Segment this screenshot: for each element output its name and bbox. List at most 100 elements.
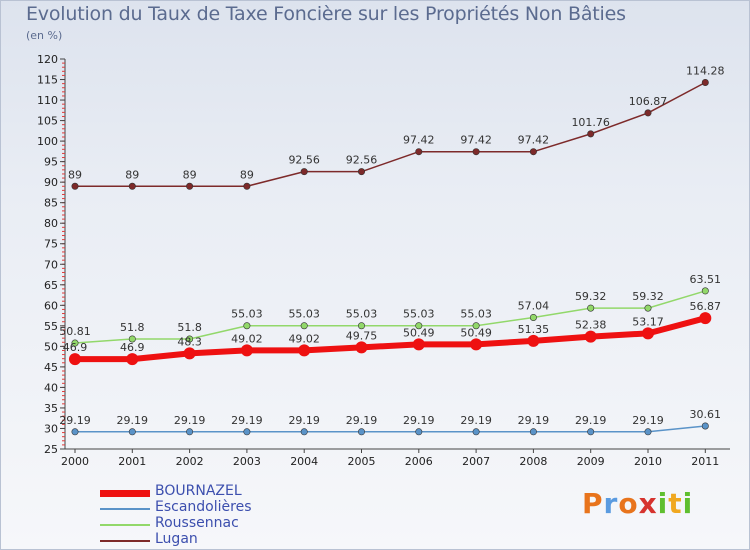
data-labels: 46.9 46.9 48.3 49.02 49.02 49.75 50.49 50.49 51.…	[59, 64, 724, 426]
legend-item-roussennac: Roussennac	[100, 515, 360, 533]
data-label-roussennac: 50.81	[59, 325, 91, 338]
unit-label: (en %)	[26, 29, 63, 42]
data-label-roussennac: 55.03	[460, 308, 492, 321]
data-point-lugan	[701, 78, 709, 86]
y-tick-label: 80	[44, 217, 58, 230]
data-point-lugan	[128, 182, 136, 190]
data-label-lugan: 89	[240, 168, 254, 181]
data-label-bournazel: 56.87	[690, 300, 722, 313]
data-label-bournazel: 51.35	[518, 323, 550, 336]
data-point-lugan	[357, 168, 365, 176]
data-point-bournazel	[355, 341, 368, 354]
data-label-lugan: 97.42	[403, 134, 435, 147]
data-point-escandoli-res	[243, 428, 251, 436]
data-point-lugan	[186, 182, 194, 190]
legend-swatch	[100, 540, 150, 542]
data-label-roussennac: 59.32	[632, 290, 664, 303]
y-tick-label: 90	[44, 176, 58, 189]
x-tick-label: 2004	[290, 455, 318, 468]
data-point-bournazel	[584, 330, 597, 343]
y-tick-label: 100	[37, 135, 58, 148]
logo-letter: t	[668, 487, 683, 520]
data-label-escandoli-res: 29.19	[346, 414, 378, 427]
data-label-lugan: 97.42	[460, 134, 492, 147]
data-point-roussennac	[186, 335, 194, 343]
data-point-bournazel	[699, 312, 712, 325]
data-point-lugan	[587, 130, 595, 138]
data-point-escandoli-res	[128, 428, 136, 436]
data-point-lugan	[472, 148, 480, 156]
data-point-bournazel	[527, 334, 540, 347]
y-tick-label: 40	[44, 381, 58, 394]
x-tick-label: 2008	[519, 455, 547, 468]
data-label-lugan: 97.42	[518, 134, 550, 147]
data-label-lugan: 92.56	[346, 154, 378, 167]
data-point-escandoli-res	[529, 428, 537, 436]
data-point-roussennac	[472, 322, 480, 330]
series-lines	[69, 78, 712, 436]
legend-swatch	[100, 489, 150, 497]
data-label-escandoli-res: 29.19	[460, 414, 492, 427]
y-tick-label: 60	[44, 299, 58, 312]
data-label-lugan: 101.76	[571, 116, 610, 129]
y-tick-label: 95	[44, 156, 58, 169]
data-label-roussennac: 55.03	[288, 308, 320, 321]
x-tick-label: 2005	[348, 455, 376, 468]
data-point-roussennac	[415, 322, 423, 330]
y-tick-label: 115	[37, 74, 58, 87]
x-tick-label: 2006	[405, 455, 433, 468]
data-point-escandoli-res	[472, 428, 480, 436]
data-label-escandoli-res: 29.19	[174, 414, 206, 427]
data-label-roussennac: 59.32	[575, 290, 607, 303]
data-point-roussennac	[529, 313, 537, 321]
data-label-roussennac: 55.03	[403, 308, 435, 321]
data-point-lugan	[243, 182, 251, 190]
logo-letter: o	[618, 487, 639, 520]
data-label-bournazel: 49.02	[288, 332, 320, 345]
data-label-lugan: 92.56	[288, 154, 320, 167]
y-tick-label: 85	[44, 197, 58, 210]
y-tick-label: 55	[44, 320, 58, 333]
data-label-lugan: 89	[125, 168, 139, 181]
logo-letter: r	[603, 487, 619, 520]
y-tick-label: 105	[37, 115, 58, 128]
x-tick-label: 2003	[233, 455, 261, 468]
data-label-roussennac: 55.03	[346, 308, 378, 321]
data-point-bournazel	[126, 353, 139, 366]
data-label-roussennac: 51.8	[120, 321, 145, 334]
logo-letter: P	[582, 487, 604, 520]
data-label-lugan: 114.28	[686, 64, 725, 77]
data-label-escandoli-res: 29.19	[231, 414, 263, 427]
legend-item-escandoli-res: Escandolières	[100, 499, 360, 517]
series-line-bournazel	[72, 315, 709, 363]
x-tick-label: 2007	[462, 455, 490, 468]
y-tick-label: 35	[44, 402, 58, 415]
logo-letter: i	[657, 487, 669, 520]
data-label-bournazel: 48.3	[177, 335, 202, 348]
data-point-roussennac	[243, 322, 251, 330]
x-tick-label: 2002	[176, 455, 204, 468]
data-label-roussennac: 63.51	[690, 273, 722, 286]
data-label-escandoli-res: 29.19	[288, 414, 320, 427]
y-tick-label: 50	[44, 340, 58, 353]
data-point-escandoli-res	[415, 428, 423, 436]
x-tick-label: 2009	[577, 455, 605, 468]
data-point-lugan	[415, 148, 423, 156]
axes: 25 30 35 40 45 50 55 60 65 70 75 80 85 90 95 100 105 110 1…	[37, 53, 730, 468]
data-point-roussennac	[357, 322, 365, 330]
legend-swatch	[100, 508, 150, 510]
data-label-roussennac: 57.04	[518, 299, 550, 312]
data-point-escandoli-res	[587, 428, 595, 436]
data-point-escandoli-res	[71, 428, 79, 436]
data-label-escandoli-res: 29.19	[59, 414, 91, 427]
legend-label: BOURNAZEL	[155, 483, 242, 499]
data-label-bournazel: 50.49	[460, 326, 492, 339]
data-point-escandoli-res	[644, 428, 652, 436]
data-point-roussennac	[587, 304, 595, 312]
data-label-bournazel: 46.9	[63, 341, 88, 354]
x-tick-label: 2011	[691, 455, 719, 468]
legend-label: Roussennac	[155, 515, 239, 531]
data-point-escandoli-res	[701, 422, 709, 430]
